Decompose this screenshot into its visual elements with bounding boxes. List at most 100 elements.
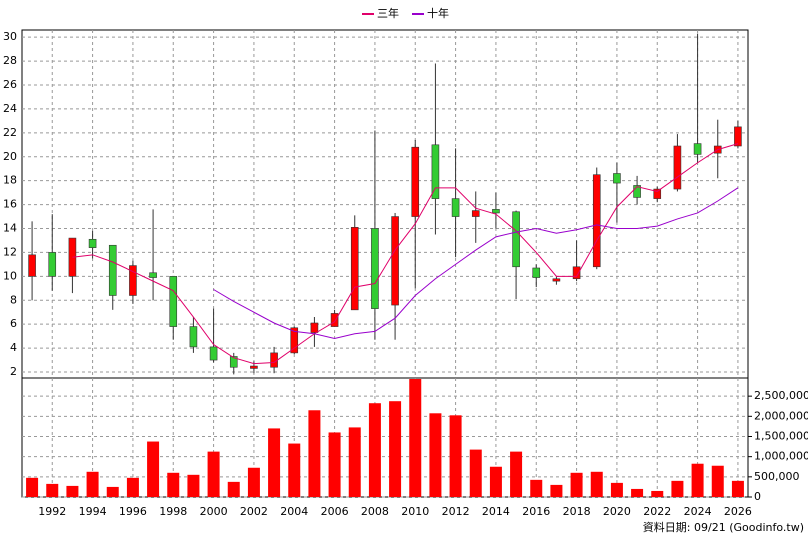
volume-bar <box>86 471 99 497</box>
volume-bar <box>106 486 119 497</box>
candle-body <box>451 198 460 217</box>
y-tick-label: 28 <box>3 54 17 67</box>
candle-body <box>169 276 178 327</box>
y-tick-label: 4 <box>10 341 17 354</box>
y-tick-label: 24 <box>3 102 17 115</box>
volume-bar <box>691 463 704 497</box>
volume-bar <box>489 466 502 497</box>
candle-body <box>290 327 299 354</box>
volume-bar <box>711 465 724 497</box>
y-tick-label: 2 <box>10 365 17 378</box>
candle-body <box>492 209 500 214</box>
x-tick-label: 2000 <box>200 505 228 518</box>
candle-body <box>250 365 258 369</box>
y-tick-label: 30 <box>3 30 17 43</box>
volume-bar <box>187 474 200 497</box>
volume-bar <box>530 479 543 497</box>
ma-line <box>213 187 739 340</box>
candle-body <box>229 356 238 368</box>
y2-tick-label: 0 <box>754 490 761 503</box>
candle-body <box>391 216 399 306</box>
ma-line <box>72 143 739 365</box>
x-tick-label: 1994 <box>79 505 107 518</box>
x-tick-label: 2006 <box>321 505 349 518</box>
candle-body <box>48 252 57 277</box>
x-tick-label: 1996 <box>119 505 147 518</box>
candle-body <box>572 266 581 280</box>
volume-bar <box>26 477 39 497</box>
candle-body <box>613 173 621 184</box>
y2-tick-label: 2,500,000 <box>754 389 808 402</box>
y-tick-label: 20 <box>3 150 17 163</box>
volume-bar <box>207 451 220 497</box>
x-tick-label: 2012 <box>442 505 470 518</box>
volume-bar <box>328 432 341 497</box>
candle-body <box>734 126 742 147</box>
x-tick-label: 2024 <box>684 505 712 518</box>
x-tick-label: 2020 <box>603 505 631 518</box>
volume-bar <box>590 471 603 497</box>
candle-body <box>512 211 520 268</box>
y-tick-label: 18 <box>3 174 17 187</box>
legend-label: 十年 <box>427 6 449 20</box>
candle-body <box>592 174 601 268</box>
legend-label: 三年 <box>377 6 399 20</box>
candle-body <box>693 143 702 155</box>
candle-body <box>270 352 278 368</box>
y-tick-label: 10 <box>3 269 17 282</box>
candle-body <box>431 144 440 199</box>
candle-body <box>88 238 97 248</box>
volume-bar <box>449 415 462 497</box>
candle-body <box>673 145 682 190</box>
x-tick-label: 2010 <box>401 505 429 518</box>
y2-tick-label: 1,000,000 <box>754 450 808 463</box>
volume-bar <box>247 467 260 497</box>
candle-body <box>633 185 641 198</box>
volume-bar <box>731 480 744 497</box>
volume-bar <box>308 410 321 497</box>
y-tick-label: 14 <box>3 222 17 235</box>
volume-bar <box>570 472 583 497</box>
volume-bar <box>409 379 422 497</box>
candle-body <box>471 210 480 217</box>
candle-body <box>189 326 198 348</box>
y-tick-label: 12 <box>3 245 17 258</box>
x-tick-label: 2016 <box>522 505 550 518</box>
x-tick-label: 2002 <box>240 505 268 518</box>
candle-body <box>330 313 339 327</box>
footnote: 資料日期: 09/21 (Goodinfo.tw) <box>643 520 804 534</box>
price-panel <box>21 29 749 379</box>
volume-bar <box>167 472 180 497</box>
volume-bar <box>66 485 79 497</box>
x-tick-label: 1992 <box>38 505 66 518</box>
x-tick-label: 2008 <box>361 505 389 518</box>
volume-bar <box>651 490 664 497</box>
volume-bar <box>227 481 240 497</box>
volume-bar <box>268 428 281 497</box>
x-tick-label: 1998 <box>159 505 187 518</box>
volume-bar <box>469 449 482 497</box>
x-tick-label: 2022 <box>643 505 671 518</box>
volume-bar <box>288 443 301 497</box>
y2-tick-label: 500,000 <box>754 470 800 483</box>
volume-bar <box>671 480 684 497</box>
y-tick-label: 8 <box>10 293 17 306</box>
volume-bar <box>610 482 623 497</box>
volume-bar <box>631 488 644 497</box>
y-tick-label: 6 <box>10 317 17 330</box>
volume-bar <box>147 441 160 497</box>
candle-body <box>552 278 561 282</box>
y2-tick-label: 1,500,000 <box>754 429 808 442</box>
x-tick-label: 2004 <box>280 505 308 518</box>
volume-bar <box>389 401 402 497</box>
candle-body <box>108 244 117 296</box>
x-tick-label: 2014 <box>482 505 510 518</box>
y2-tick-label: 2,000,000 <box>754 409 808 422</box>
candle-body <box>350 227 359 311</box>
y-tick-label: 26 <box>3 78 17 91</box>
x-tick-label: 2026 <box>724 505 752 518</box>
volume-bar <box>126 477 139 497</box>
y-tick-label: 22 <box>3 126 17 139</box>
candle-body <box>310 322 319 333</box>
